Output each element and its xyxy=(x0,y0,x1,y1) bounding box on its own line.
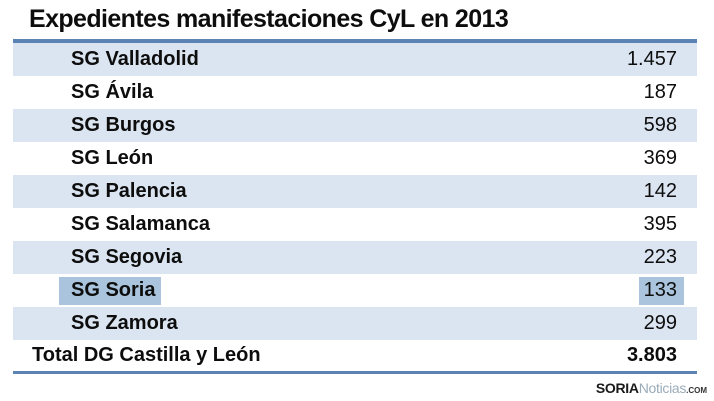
watermark-logo: SORIANoticias.COM xyxy=(596,381,707,398)
row-value: 187 xyxy=(643,81,677,103)
table-row: SG León 369 xyxy=(13,142,697,175)
page-title: Expedientes manifestaciones CyL en 2013 xyxy=(29,5,509,33)
watermark-tld: .COM xyxy=(686,386,707,395)
total-row: Total DG Castilla y León 3.803 xyxy=(13,340,697,371)
watermark-brand-light: Noticias xyxy=(638,380,687,396)
row-label: SG Valladolid xyxy=(71,48,199,70)
table-row: SG Segovia 223 xyxy=(13,241,697,274)
row-label: SG Burgos xyxy=(71,114,176,136)
table-row: SG Zamora 299 xyxy=(13,307,697,340)
table-row: SG Salamanca 395 xyxy=(13,208,697,241)
table-row: SG Ávila 187 xyxy=(13,76,697,109)
row-label: SG Salamanca xyxy=(71,213,210,235)
row-label: SG León xyxy=(71,147,154,169)
row-label: SG Soria xyxy=(59,276,162,305)
data-table: SG Valladolid 1.457 SG Ávila 187 SG Burgos 59… xyxy=(13,39,697,374)
row-label: SG Segovia xyxy=(71,246,183,268)
total-value: 3.803 xyxy=(626,344,677,366)
row-value: 133 xyxy=(638,276,684,305)
row-value: 1.457 xyxy=(626,48,677,70)
row-value: 395 xyxy=(643,213,677,235)
row-value: 598 xyxy=(643,114,677,136)
total-label: Total DG Castilla y León xyxy=(32,344,261,366)
watermark-brand-bold: SORIA xyxy=(595,380,639,396)
table-rows: SG Valladolid 1.457 SG Ávila 187 SG Burgos 59… xyxy=(13,43,697,340)
row-value: 369 xyxy=(643,147,677,169)
row-value: 299 xyxy=(643,312,677,334)
table-row: SG Palencia 142 xyxy=(13,175,697,208)
row-value: 142 xyxy=(643,180,677,202)
table-row: SG Burgos 598 xyxy=(13,109,697,142)
row-label: SG Ávila xyxy=(71,81,154,103)
table-row: SG Soria 133 xyxy=(13,274,697,307)
row-label: SG Zamora xyxy=(71,312,178,334)
table-row: SG Valladolid 1.457 xyxy=(13,43,697,76)
row-label: SG Palencia xyxy=(71,180,187,202)
row-value: 223 xyxy=(643,246,677,268)
